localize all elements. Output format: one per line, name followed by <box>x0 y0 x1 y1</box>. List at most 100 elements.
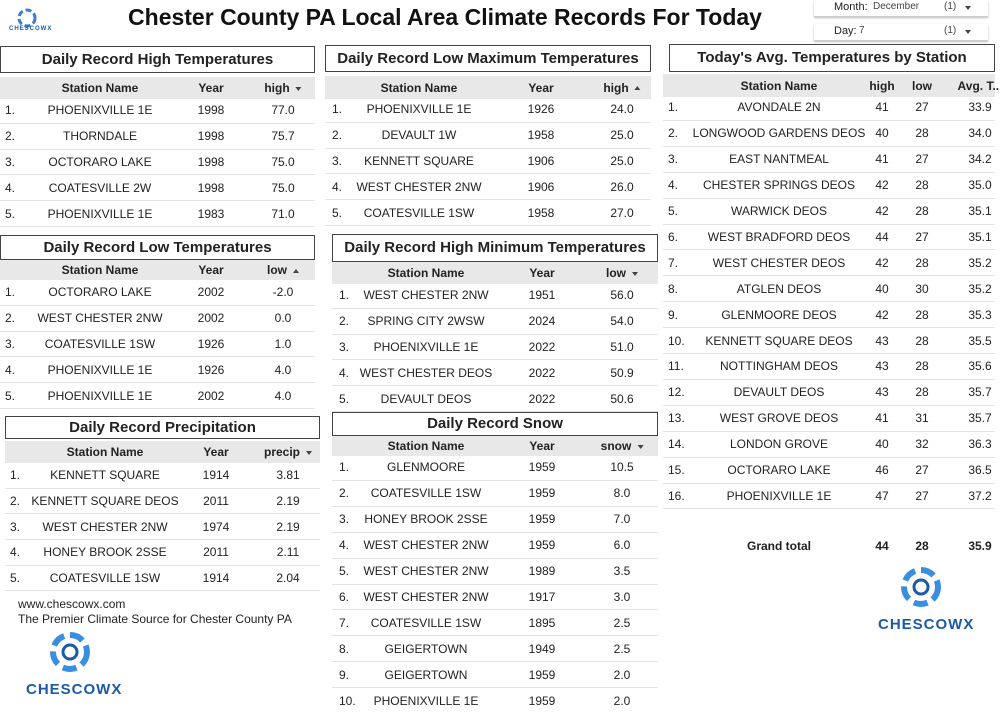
table-cell: 3. <box>5 337 16 352</box>
table-cell: 32 <box>915 437 929 452</box>
table-header: Station Name Year low <box>0 260 315 280</box>
table-row: 5. COATESVILLE 1SW 1914 2.04 <box>5 566 320 592</box>
table-cell: 40 <box>875 126 889 141</box>
column-header: low <box>912 78 932 93</box>
table-row: 4. PHOENIXVILLE 1E 1926 4.0 <box>0 358 315 384</box>
filter-value: 7 <box>859 25 865 36</box>
table-cell: 43 <box>875 359 889 374</box>
table-cell: 2. <box>5 311 16 326</box>
filter-control[interactable]: Month: December (1) <box>814 0 988 17</box>
website: www.chescowx.com <box>18 597 126 611</box>
table-cell: WEST CHESTER 2NW <box>42 519 168 534</box>
table-cell: 3.0 <box>613 589 631 604</box>
table-cell: Grand total <box>746 538 812 553</box>
column-header: low <box>267 263 299 277</box>
table-cell: DEVAULT DEOS <box>380 391 472 406</box>
table-cell: 27 <box>915 229 929 244</box>
table-cell: 3. <box>339 512 350 527</box>
table-row: 7. COATESVILLE 1SW 1895 2.5 <box>332 610 658 637</box>
table-cell: 7.0 <box>613 512 631 527</box>
table-cell: 7. <box>668 255 679 270</box>
table-cell: LONDON GROVE <box>729 437 829 452</box>
column-header: Station Name <box>61 263 139 277</box>
table-cell: 4. <box>5 362 16 377</box>
table-title: Daily Record Snow <box>332 412 658 436</box>
column-header: Year <box>203 445 229 459</box>
table-cell: 75.0 <box>271 155 295 170</box>
table-row: 3. EAST NANTMEAL 41 27 34.2 <box>663 147 995 173</box>
table-cell: 26.0 <box>610 179 634 194</box>
column-header: Station Name <box>740 78 818 93</box>
table-cell: 15. <box>668 463 685 478</box>
table-cell: 28 <box>915 307 929 322</box>
sort-indicator[interactable] <box>634 86 641 91</box>
table-cell: KENNETT SQUARE DEOS <box>705 333 853 348</box>
table-cell: 1958 <box>527 128 555 143</box>
column-header: high <box>603 81 641 95</box>
table-cell: 77.0 <box>271 103 295 118</box>
table-cell: 10.5 <box>610 460 634 475</box>
table-cell: WEST GROVE DEOS <box>719 411 839 426</box>
dropdown-arrow <box>965 30 971 34</box>
table-cell: 1989 <box>528 564 556 579</box>
column-header: low <box>606 266 638 280</box>
sort-indicator[interactable] <box>632 271 638 276</box>
table-cell: 2. <box>10 494 21 509</box>
filter-label: Day: <box>834 25 857 37</box>
table-cell: 42 <box>875 178 889 193</box>
table-cell: 2.5 <box>613 615 631 630</box>
table-cell: 35.1 <box>968 229 992 244</box>
table-cell: 4.0 <box>274 362 292 377</box>
filter-control[interactable]: Day: 7 (1) <box>814 24 988 41</box>
column-header: Avg. T... <box>957 78 1000 93</box>
table-cell: 27 <box>915 463 929 478</box>
table-row: 1. KENNETT SQUARE 1914 3.81 <box>5 463 320 489</box>
table-cell: WEST CHESTER 2NW <box>363 564 489 579</box>
column-header: Station Name <box>387 266 465 280</box>
table-cell: 42 <box>875 255 889 270</box>
sort-indicator[interactable] <box>637 444 644 449</box>
table-cell: 0.0 <box>274 311 292 326</box>
footer-logo-icon <box>50 632 90 672</box>
table-cell: 2024 <box>528 314 556 329</box>
table-cell: 1998 <box>197 103 225 118</box>
table-cell: 13. <box>668 411 685 426</box>
sort-indicator[interactable] <box>293 268 299 273</box>
table-cell: 5. <box>5 206 16 221</box>
table-cell: 4. <box>5 180 16 195</box>
table-cell: 28 <box>915 538 929 553</box>
filter-value: December <box>873 1 920 12</box>
table-cell: WEST CHESTER DEOS <box>712 255 846 270</box>
table-cell: KENNETT SQUARE DEOS <box>31 494 179 509</box>
table-cell: 2.0 <box>613 693 631 708</box>
table-cell: 1914 <box>202 468 230 483</box>
table-cell: 71.0 <box>271 206 295 221</box>
table-cell: 35.6 <box>968 359 992 374</box>
table-cell: 10. <box>668 333 685 348</box>
table-row: 2. KENNETT SQUARE DEOS 2011 2.19 <box>5 489 320 515</box>
filter-label: Month: <box>834 1 868 13</box>
table-cell: 1926 <box>197 362 225 377</box>
sort-indicator[interactable] <box>306 450 313 455</box>
table-cell: -2.0 <box>272 285 294 300</box>
table-cell: NOTTINGHAM DEOS <box>719 359 839 374</box>
column-header: high <box>869 78 895 93</box>
table-row: 2. COATESVILLE 1SW 1959 8.0 <box>332 481 658 507</box>
table-cell: 44 <box>875 538 889 553</box>
table-cell: 1998 <box>197 180 225 195</box>
table-row: 4. CHESTER SPRINGS DEOS 42 28 35.0 <box>663 173 995 199</box>
table-row: 3. OCTORARO LAKE 1998 75.0 <box>0 150 315 176</box>
table-row: 2. LONGWOOD GARDENS DEOS 40 28 34.0 <box>663 121 995 147</box>
table-row: 12. DEVAULT DEOS 43 28 35.7 <box>663 380 995 406</box>
table-cell: 2011 <box>203 545 229 560</box>
sort-indicator[interactable] <box>295 86 302 91</box>
table-cell: 6. <box>339 589 350 604</box>
table-cell: 2022 <box>528 340 556 355</box>
table-cell: 1959 <box>528 460 556 475</box>
table-cell: 2022 <box>528 391 556 406</box>
table-cell: 12. <box>668 385 685 400</box>
table-cell: 40 <box>875 437 889 452</box>
table-cell: 1998 <box>197 129 225 144</box>
table-cell: 9. <box>339 667 350 682</box>
table-cell: 25.0 <box>610 154 634 169</box>
